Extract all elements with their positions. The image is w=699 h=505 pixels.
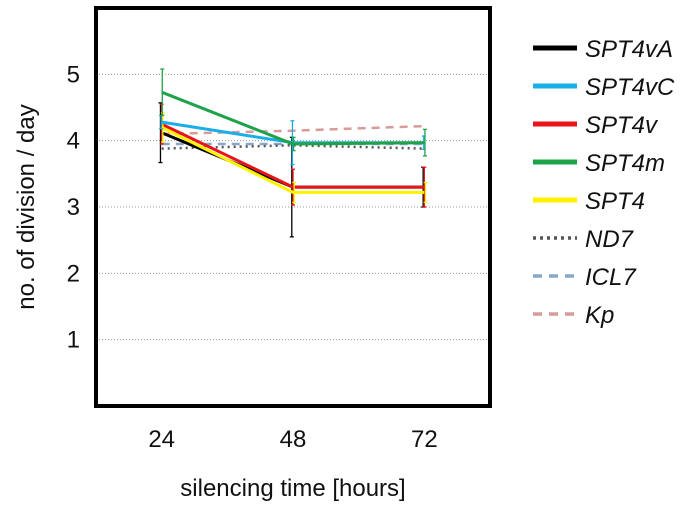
legend-label: SPT4m bbox=[585, 150, 665, 177]
legend-item: SPT4vC bbox=[533, 74, 675, 101]
x-axis-title: silencing time [hours] bbox=[180, 475, 405, 502]
legend-item: SPT4v bbox=[533, 112, 659, 139]
y-axis-title: no. of division / day bbox=[13, 104, 40, 309]
y-tick-label: 2 bbox=[67, 260, 80, 287]
plot-frame bbox=[94, 6, 492, 408]
y-tick-label: 5 bbox=[67, 61, 80, 88]
y-tick-label: 4 bbox=[67, 128, 80, 155]
y-tick-label: 3 bbox=[67, 194, 80, 221]
series-layer bbox=[158, 68, 428, 238]
legend-label: SPT4vA bbox=[585, 36, 673, 63]
legend-label: SPT4vC bbox=[585, 74, 675, 101]
legend-item: ND7 bbox=[533, 226, 635, 253]
legend-item: SPT4 bbox=[533, 188, 645, 215]
series-line bbox=[161, 126, 425, 194]
x-tick-labels: 24 48 72 bbox=[148, 426, 437, 453]
x-tick-label: 48 bbox=[280, 426, 307, 453]
y-tick-label: 1 bbox=[67, 327, 80, 354]
series-line bbox=[161, 122, 425, 189]
x-tick-label: 24 bbox=[148, 426, 175, 453]
legend-item: ICL7 bbox=[533, 264, 637, 291]
x-tick-label: 72 bbox=[411, 426, 438, 453]
legend-label: SPT4v bbox=[585, 112, 659, 139]
legend-item: Kp bbox=[533, 302, 614, 329]
series-SPT4m bbox=[160, 68, 427, 157]
legend: SPT4vA SPT4vC SPT4v SPT4m SPT4 ND7 ICL7 Kp bbox=[533, 36, 675, 329]
legend-label: Kp bbox=[585, 302, 614, 329]
legend-item: SPT4vA bbox=[533, 36, 673, 63]
legend-item: SPT4m bbox=[533, 150, 665, 177]
y-tick-labels: 1 2 3 4 5 bbox=[67, 61, 80, 353]
legend-label: ICL7 bbox=[585, 264, 637, 291]
legend-label: SPT4 bbox=[585, 188, 645, 215]
legend-label: ND7 bbox=[585, 226, 635, 253]
series-line bbox=[161, 90, 425, 146]
